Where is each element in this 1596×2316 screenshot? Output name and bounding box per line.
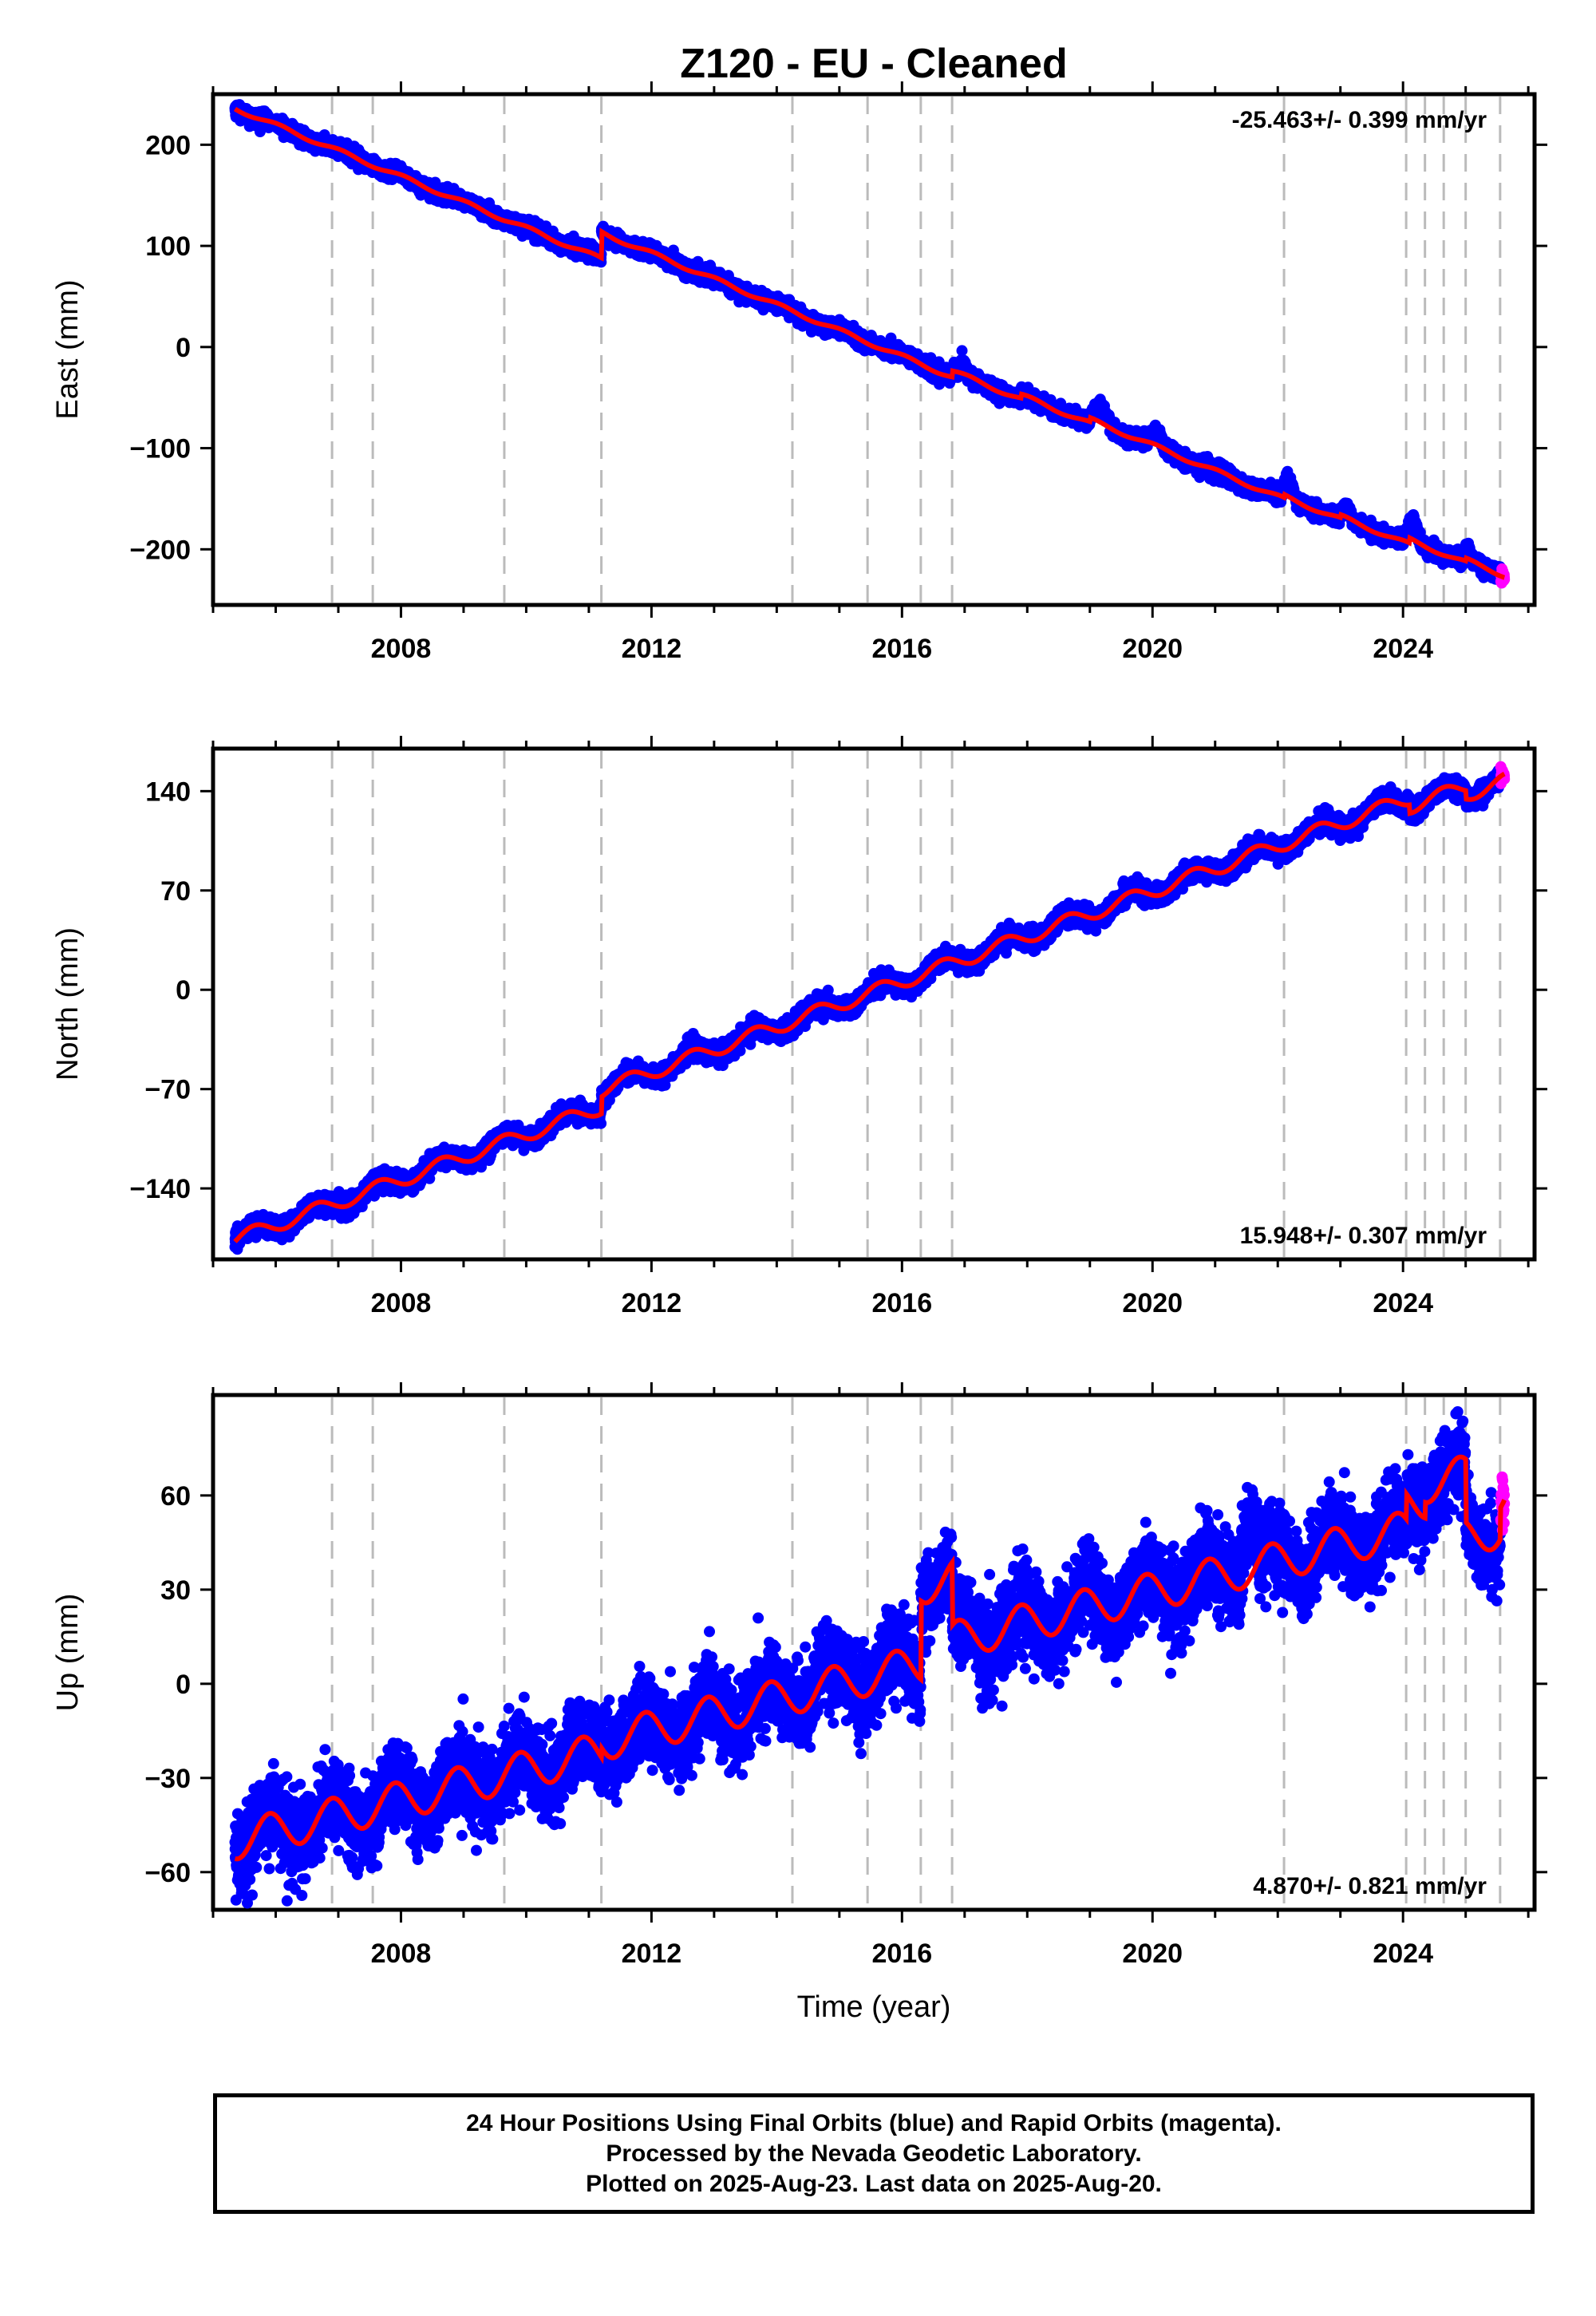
figure: Z120 - EU - Cleaned 2008 2012 2016 2020 2024… xyxy=(0,0,1596,2316)
figure-title: Z120 - EU - Cleaned xyxy=(680,41,1067,87)
panel-1: 2008 2012 2016 2020 2024−200−1000100200East … xyxy=(51,81,1547,664)
